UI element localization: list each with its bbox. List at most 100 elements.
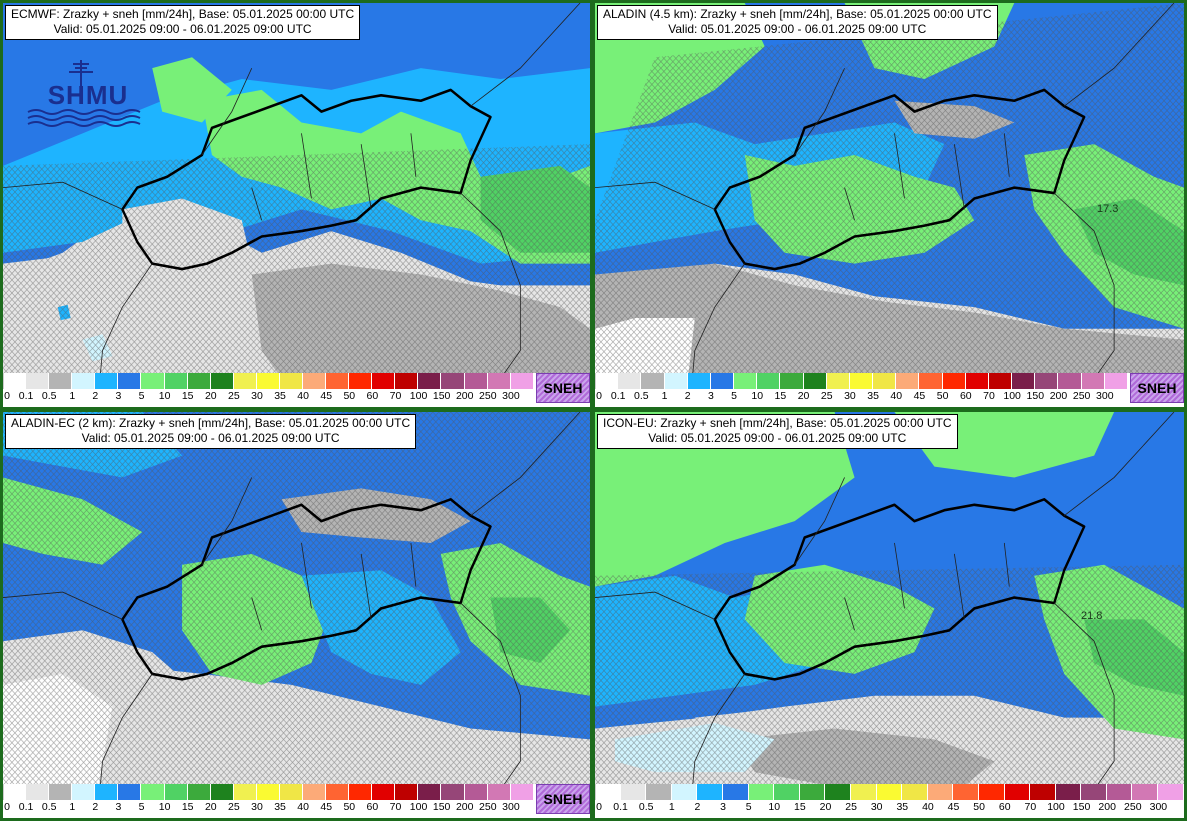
legend-swatch [620, 784, 647, 800]
legend-tick-label: 200 [1098, 801, 1116, 813]
panel-title: ALADIN-EC (2 km): Zrazky + sneh [mm/24h]… [5, 414, 417, 449]
legend-swatch [896, 373, 920, 389]
legend-swatch [748, 784, 775, 800]
legend-tick-label: 15 [181, 390, 194, 402]
legend-tick-label: 45 [947, 801, 960, 813]
legend-tick-label: 60 [366, 801, 379, 813]
legend-tick-label: 20 [204, 390, 217, 402]
legend-tick-label: 70 [389, 801, 402, 813]
legend-swatch [187, 373, 211, 389]
max-value-label: 17.3 [1097, 203, 1119, 215]
legend-tick-label: 300 [502, 801, 520, 813]
map-panel-ecmwf[interactable]: ECMWF: Zrazky + sneh [mm/24h], Base: 05.… [3, 3, 590, 407]
slovakia-border [121, 498, 492, 681]
legend-swatch [510, 373, 534, 389]
legend-tick-label: 50 [973, 801, 985, 813]
legend-tick-label: 2 [694, 801, 701, 813]
region-border [844, 542, 1010, 631]
legend-swatch [697, 784, 723, 800]
region-border [1063, 3, 1175, 107]
region-border [460, 192, 521, 407]
legend-tick-label: 150 [1072, 801, 1091, 813]
legend-swatch [849, 373, 874, 389]
legend-swatch [646, 784, 672, 800]
legend-swatch [49, 373, 73, 389]
snow-legend-box: SNEH [536, 373, 590, 403]
legend-swatch [464, 373, 488, 389]
slovakia-border [713, 498, 1086, 681]
legend-swatch [1012, 373, 1036, 389]
panel-title-line2: Valid: 05.01.2025 09:00 - 06.01.2025 09:… [668, 22, 927, 36]
legend-swatch [464, 784, 488, 800]
legend-tick-label: 0.5 [41, 801, 57, 813]
legend-tick-label: 30 [844, 390, 856, 402]
shmu-logo: SHMU [23, 58, 153, 135]
region-border [201, 477, 253, 566]
legend-swatch [876, 784, 903, 800]
legend-tick-label: 2 [92, 390, 99, 402]
legend-swatch [1030, 784, 1056, 800]
map-panel-aladin-ec-2km[interactable]: ALADIN-EC (2 km): Zrazky + sneh [mm/24h]… [3, 412, 590, 818]
legend-swatch [72, 373, 96, 389]
legend-swatches [3, 784, 534, 800]
legend-ticks: 0 0.1 0.5 1 2 3 5 10 15 20 25 30 35 40 45 50 60 70 100 150 2… [3, 800, 590, 816]
region-border [1063, 412, 1175, 517]
legend-tick-label: 200 [1049, 390, 1068, 402]
legend-swatch [256, 373, 280, 389]
legend-ticks: 0 0.1 0.5 1 2 3 5 10 15 20 25 30 35 40 45 50 60 70 100 150 2… [595, 800, 1184, 816]
legend-swatch [919, 373, 943, 389]
legend-tick-label: 35 [274, 801, 286, 813]
legend-tick-label: 10 [158, 801, 171, 813]
map-panel-aladin-4-5km[interactable]: ALADIN (4.5 km): Zrazky + sneh [mm/24h],… [595, 3, 1184, 407]
region-border [201, 67, 253, 156]
legend-swatch [618, 373, 642, 389]
region-border [844, 133, 1010, 221]
legend-swatch [395, 373, 419, 389]
legend-swatch [49, 784, 73, 800]
legend-ticks: 0 0.1 0.5 1 2 3 5 10 15 20 25 30 35 40 45 50 60 70 100 150 2… [595, 389, 1184, 405]
legend-tick-label: 45 [320, 390, 333, 402]
panel-title-line2: Valid: 05.01.2025 09:00 - 06.01.2025 09:… [81, 431, 340, 445]
legend-swatch [1104, 373, 1128, 389]
region-border [794, 477, 845, 566]
legend-tick-label: 20 [819, 801, 832, 813]
legend-swatch [487, 784, 511, 800]
legend-swatch [95, 373, 119, 389]
legend-tick-label: 70 [983, 390, 995, 402]
region-border [595, 591, 715, 620]
legend-swatch [722, 784, 749, 800]
legend-tick-label: 0.1 [18, 801, 34, 813]
panel-title: ICON-EU: Zrazky + sneh [mm/24h], Base: 0… [597, 414, 958, 449]
legend-tick-label: 0.5 [634, 390, 649, 402]
legend-swatch [1055, 784, 1082, 800]
region-border [1053, 602, 1115, 818]
legend-swatch [671, 784, 698, 800]
legend-swatch [118, 373, 142, 389]
legend-swatch [3, 784, 27, 800]
legend-swatch [595, 373, 619, 389]
legend-tick-label: 25 [820, 390, 833, 402]
legend-tick-label: 0 [596, 390, 602, 402]
legend-tick-label: 60 [959, 390, 972, 402]
legend-swatch [988, 373, 1013, 389]
legend-swatch [487, 373, 511, 389]
legend-swatch [349, 784, 373, 800]
legend-swatch [210, 784, 234, 800]
legend-swatch [26, 784, 50, 800]
legend-tick-label: 35 [867, 390, 879, 402]
legend-tick-label: 250 [479, 801, 497, 813]
legend-tick-label: 35 [274, 390, 286, 402]
legend-swatch [942, 373, 966, 389]
color-legend: 0 0.1 0.5 1 2 3 5 10 15 20 25 30 35 40 45 50 60 70 100 150 2… [595, 373, 1184, 407]
legend-tick-label: 40 [297, 801, 309, 813]
legend-swatches [595, 784, 1184, 800]
legend-swatch [326, 784, 350, 800]
map-panel-icon-eu[interactable]: ICON-EU: Zrazky + sneh [mm/24h], Base: 0… [595, 412, 1184, 818]
legend-tick-label: 250 [479, 390, 497, 402]
panel-title-line1: ALADIN-EC (2 km): Zrazky + sneh [mm/24h]… [11, 416, 411, 430]
legend-swatch [774, 784, 800, 800]
legend-swatch [927, 784, 954, 800]
panel-title-line2: Valid: 05.01.2025 09:00 - 06.01.2025 09:… [648, 431, 907, 445]
precipitation-map [595, 3, 1184, 407]
legend-tick-label: 0 [4, 390, 10, 402]
